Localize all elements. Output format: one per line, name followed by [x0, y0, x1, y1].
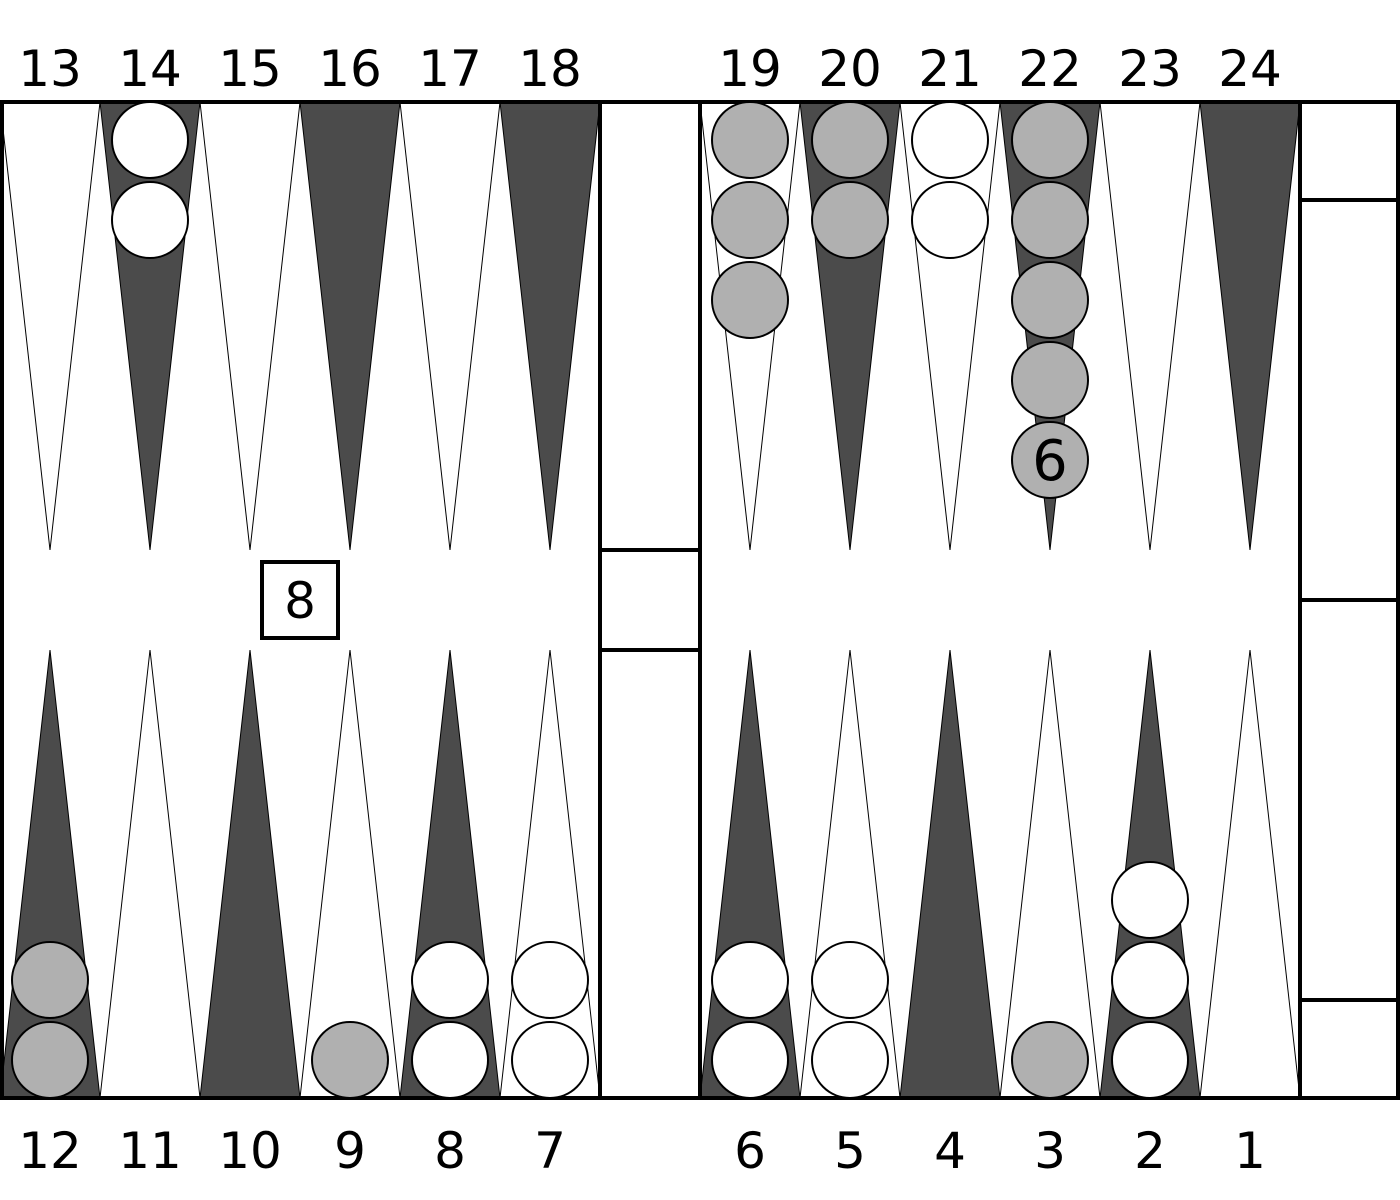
white-checker[interactable] [111, 181, 189, 259]
white-checker[interactable] [511, 941, 589, 1019]
white-checker[interactable] [911, 101, 989, 179]
point-label-5: 5 [834, 1122, 866, 1180]
point-label-18: 18 [518, 40, 582, 98]
point-label-14: 14 [118, 40, 182, 98]
bar[interactable] [598, 100, 702, 1100]
gray-checker[interactable] [1011, 341, 1089, 419]
point-label-6: 6 [734, 1122, 766, 1180]
doubling-cube-value: 8 [284, 572, 316, 630]
point-label-4: 4 [934, 1122, 966, 1180]
point-label-10: 10 [218, 1122, 282, 1180]
gray-checker[interactable] [811, 181, 889, 259]
point-label-19: 19 [718, 40, 782, 98]
doubling-cube-box[interactable] [260, 560, 340, 640]
point-label-24: 24 [1218, 40, 1282, 98]
point-label-21: 21 [918, 40, 982, 98]
white-checker[interactable] [1111, 1021, 1189, 1099]
white-checker[interactable] [711, 941, 789, 1019]
gray-checker[interactable] [11, 1021, 89, 1099]
point-label-8: 8 [434, 1122, 466, 1180]
white-checker[interactable] [711, 1021, 789, 1099]
point-label-13: 13 [18, 40, 82, 98]
point-label-7: 7 [534, 1122, 566, 1180]
white-checker[interactable] [1111, 861, 1189, 939]
bottom-point-labels: 12 11 10 9 8 7 6 5 4 3 2 1 [18, 1122, 1266, 1180]
white-checker[interactable] [411, 941, 489, 1019]
gray-checker[interactable] [1011, 421, 1089, 499]
point-label-22: 22 [1018, 40, 1082, 98]
white-checker[interactable] [1111, 941, 1189, 1019]
point-label-20: 20 [818, 40, 882, 98]
point-label-15: 15 [218, 40, 282, 98]
point-label-11: 11 [118, 1122, 182, 1180]
white-checker[interactable] [411, 1021, 489, 1099]
point-label-17: 17 [418, 40, 482, 98]
white-checker[interactable] [511, 1021, 589, 1099]
point-label-2: 2 [1134, 1122, 1166, 1180]
gray-checker[interactable] [1011, 181, 1089, 259]
board-frame [0, 100, 1400, 1100]
point-label-23: 23 [1118, 40, 1182, 98]
doubling-cube[interactable]: 8 [260, 560, 340, 640]
white-checker[interactable] [911, 181, 989, 259]
stack-count-label: 6 [1032, 429, 1068, 494]
gray-checker[interactable] [811, 101, 889, 179]
point-label-1: 1 [1234, 1122, 1266, 1180]
gray-checker[interactable] [311, 1021, 389, 1099]
point-label-3: 3 [1034, 1122, 1066, 1180]
gray-checker[interactable] [11, 941, 89, 1019]
gray-checker[interactable] [711, 181, 789, 259]
white-checker[interactable] [111, 101, 189, 179]
gray-checker[interactable] [1011, 261, 1089, 339]
point-label-16: 16 [318, 40, 382, 98]
gray-checker[interactable] [711, 101, 789, 179]
white-checker[interactable] [811, 941, 889, 1019]
point-label-12: 12 [18, 1122, 82, 1180]
gray-checker[interactable] [1011, 101, 1089, 179]
checkers: 6 [11, 101, 1189, 1099]
gray-checker[interactable] [1011, 1021, 1089, 1099]
white-checker[interactable] [811, 1021, 889, 1099]
top-point-labels: 13 14 15 16 17 18 19 20 21 22 23 24 [18, 40, 1282, 98]
point-label-9: 9 [334, 1122, 366, 1180]
gray-checker[interactable] [711, 261, 789, 339]
